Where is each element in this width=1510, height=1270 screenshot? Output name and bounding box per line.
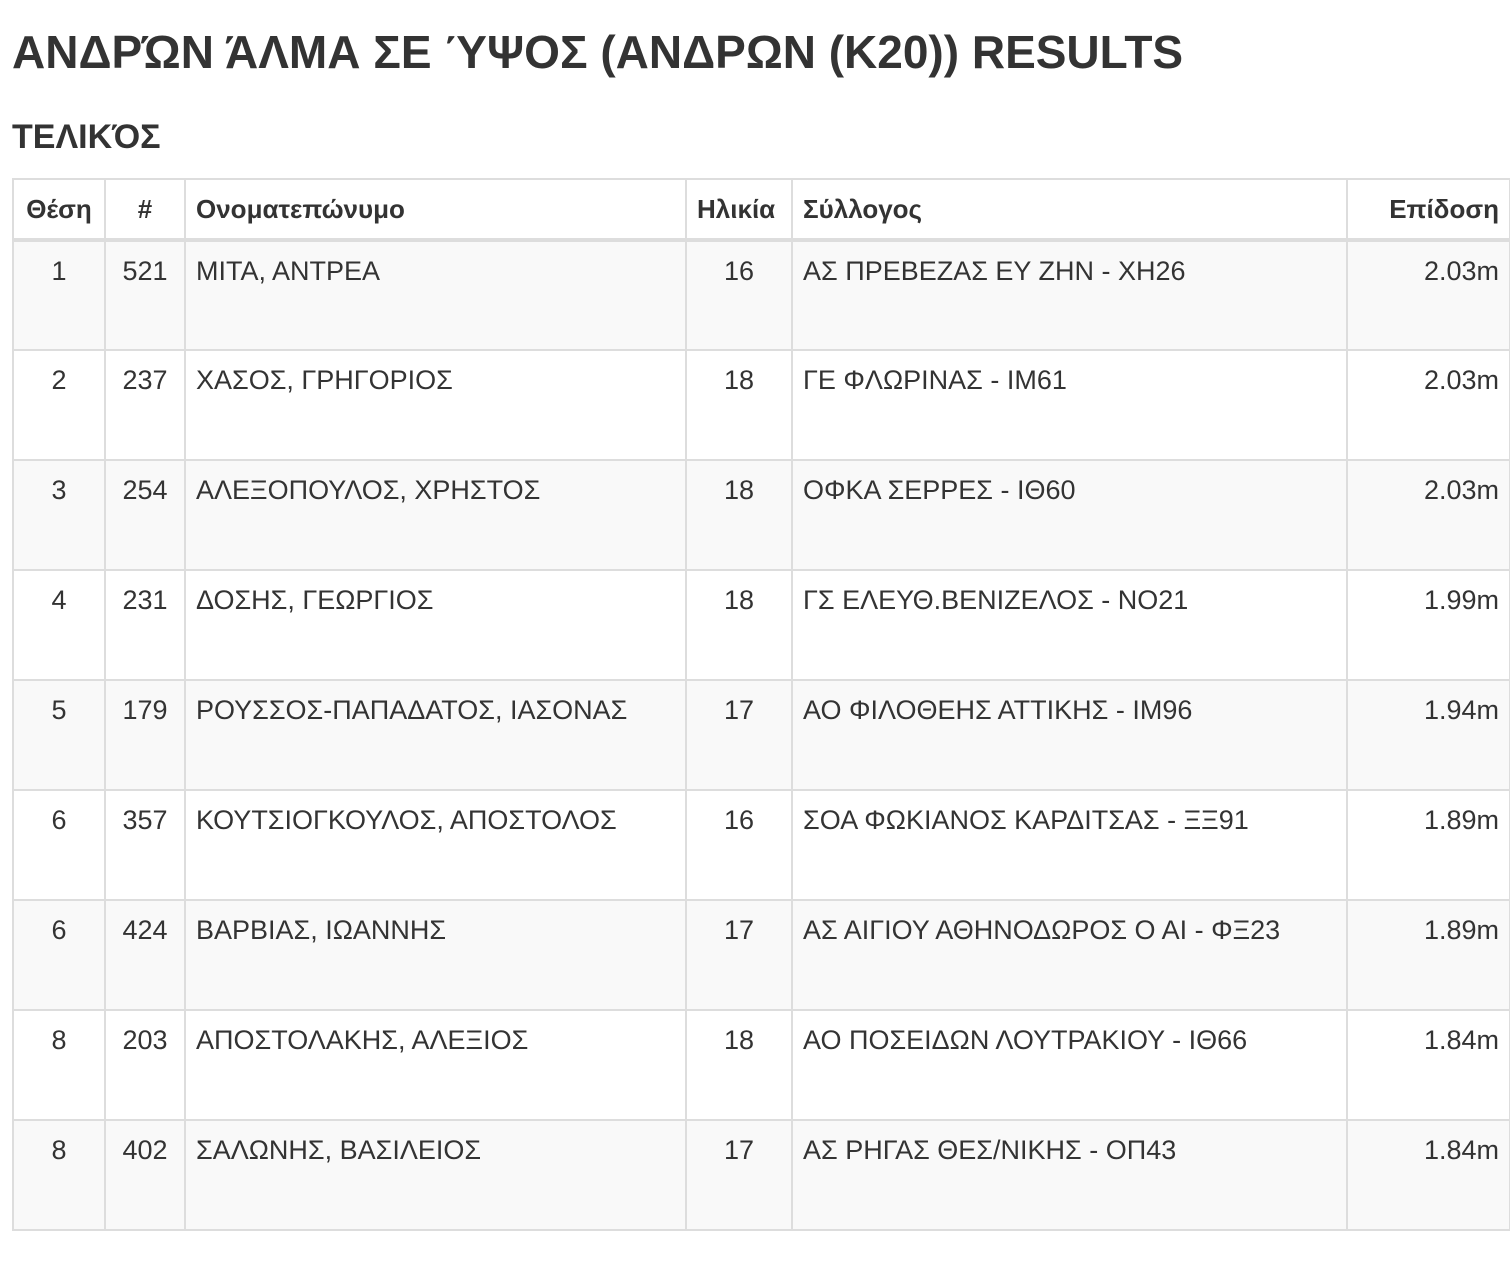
age-cell: 18 [685,349,793,461]
age-cell: 18 [685,1009,793,1121]
column-header: Ονοματεπώνυμο [184,178,687,242]
age-cell: 16 [685,789,793,901]
result-row: 8 402 ΣΑΛΩΝΗΣ, ΒΑΣΙΛΕΙΟΣ 17 ΑΣ ΡΗΓΑΣ ΘΕΣ/ΝΙΚ… [12,1119,1510,1231]
club-cell: ΑΟ ΦΙΛΟΘΕΗΣ ΑΤΤΙΚΗΣ - ΙΜ96 [791,679,1348,791]
column-header: Σύλλογος [791,178,1348,242]
bib-cell: 521 [104,239,186,351]
column-header: Ηλικία [685,178,793,242]
age-cell: 17 [685,679,793,791]
position-cell: 1 [12,239,106,351]
position-cell: 8 [12,1009,106,1121]
bib-cell: 254 [104,459,186,571]
performance-cell: 1.94m [1346,679,1510,791]
result-row: 5 179 ΡΟΥΣΣΟΣ-ΠΑΠΑΔΑΤΟΣ, ΙΑΣΟΝΑΣ 17 ΑΟ ΦΙΛΟΘ… [12,679,1510,791]
table-body: 1 521 ΜΙΤΑ, ΑΝΤΡΕΑ 16 ΑΣ ΠΡΕΒΕΖΑΣ ΕΥ ΖΗΝ - Χ… [12,239,1510,1231]
performance-cell: 1.84m [1346,1119,1510,1231]
club-cell: ΑΟ ΠΟΣΕΙΔΩΝ ΛΟΥΤΡΑΚΙΟΥ - ΙΘ66 [791,1009,1348,1121]
column-header: Επίδοση [1346,178,1510,242]
athlete-name-cell: ΣΑΛΩΝΗΣ, ΒΑΣΙΛΕΙΟΣ [184,1119,687,1231]
club-cell: ΑΣ ΡΗΓΑΣ ΘΕΣ/ΝΙΚΗΣ - ΟΠ43 [791,1119,1348,1231]
section-title: ΤΕΛΙΚΌΣ [12,118,161,156]
bib-cell: 203 [104,1009,186,1121]
table-head: Θέση # Ονοματεπώνυμο Ηλικία Σύλλογος Επίδοση [12,178,1510,242]
performance-cell: 1.89m [1346,899,1510,1011]
club-cell: ΓΕ ΦΛΩΡΙΝΑΣ - ΙΜ61 [791,349,1348,461]
club-cell: ΟΦΚΑ ΣΕΡΡΕΣ - ΙΘ60 [791,459,1348,571]
result-row: 2 237 ΧΑΣΟΣ, ΓΡΗΓΟΡΙΟΣ 18 ΓΕ ΦΛΩΡΙΝΑΣ - ΙΜ61… [12,349,1510,461]
bib-cell: 402 [104,1119,186,1231]
position-cell: 4 [12,569,106,681]
bib-cell: 231 [104,569,186,681]
bib-cell: 179 [104,679,186,791]
bib-cell: 357 [104,789,186,901]
position-cell: 2 [12,349,106,461]
bib-cell: 424 [104,899,186,1011]
club-cell: ΑΣ ΑΙΓΙΟΥ ΑΘΗΝΟΔΩΡΟΣ Ο ΑΙ - ΦΞ23 [791,899,1348,1011]
age-cell: 17 [685,1119,793,1231]
performance-cell: 2.03m [1346,349,1510,461]
header-row: Θέση # Ονοματεπώνυμο Ηλικία Σύλλογος Επίδοση [12,178,1510,242]
athlete-name-cell: ΡΟΥΣΣΟΣ-ΠΑΠΑΔΑΤΟΣ, ΙΑΣΟΝΑΣ [184,679,687,791]
age-cell: 16 [685,239,793,351]
athlete-name-cell: ΑΠΟΣΤΟΛΑΚΗΣ, ΑΛΕΞΙΟΣ [184,1009,687,1121]
result-row: 1 521 ΜΙΤΑ, ΑΝΤΡΕΑ 16 ΑΣ ΠΡΕΒΕΖΑΣ ΕΥ ΖΗΝ - Χ… [12,239,1510,351]
result-row: 6 357 ΚΟΥΤΣΙΟΓΚΟΥΛΟΣ, ΑΠΟΣΤΟΛΟΣ 16 ΣΟΑ ΦΩΚΙΑ… [12,789,1510,901]
club-cell: ΓΣ ΕΛΕΥΘ.ΒΕΝΙΖΕΛΟΣ - ΝΟ21 [791,569,1348,681]
athlete-name-cell: ΚΟΥΤΣΙΟΓΚΟΥΛΟΣ, ΑΠΟΣΤΟΛΟΣ [184,789,687,901]
position-cell: 6 [12,899,106,1011]
performance-cell: 1.84m [1346,1009,1510,1121]
bib-cell: 237 [104,349,186,461]
position-cell: 5 [12,679,106,791]
age-cell: 17 [685,899,793,1011]
athlete-name-cell: ΒΑΡΒΙΑΣ, ΙΩΑΝΝΗΣ [184,899,687,1011]
page-title: ΑΝΔΡΏΝ ΆΛΜΑ ΣΕ ΎΨΟΣ (ΑΝΔΡΩΝ (Κ20)) RESUL… [12,26,1184,78]
performance-cell: 2.03m [1346,239,1510,351]
athlete-name-cell: ΜΙΤΑ, ΑΝΤΡΕΑ [184,239,687,351]
result-row: 6 424 ΒΑΡΒΙΑΣ, ΙΩΑΝΝΗΣ 17 ΑΣ ΑΙΓΙΟΥ ΑΘΗΝΟΔΩΡ… [12,899,1510,1011]
performance-cell: 1.89m [1346,789,1510,901]
result-row: 4 231 ΔΟΣΗΣ, ΓΕΩΡΓΙΟΣ 18 ΓΣ ΕΛΕΥΘ.ΒΕΝΙΖΕΛΟΣ … [12,569,1510,681]
position-cell: 3 [12,459,106,571]
position-cell: 6 [12,789,106,901]
performance-cell: 1.99m [1346,569,1510,681]
result-row: 8 203 ΑΠΟΣΤΟΛΑΚΗΣ, ΑΛΕΞΙΟΣ 18 ΑΟ ΠΟΣΕΙΔΩΝ ΛΟ… [12,1009,1510,1121]
athlete-name-cell: ΔΟΣΗΣ, ΓΕΩΡΓΙΟΣ [184,569,687,681]
position-cell: 8 [12,1119,106,1231]
column-header: # [104,178,186,242]
age-cell: 18 [685,569,793,681]
athlete-name-cell: ΧΑΣΟΣ, ΓΡΗΓΟΡΙΟΣ [184,349,687,461]
club-cell: ΣΟΑ ΦΩΚΙΑΝΟΣ ΚΑΡΔΙΤΣΑΣ - ΞΞ91 [791,789,1348,901]
results-table: Θέση # Ονοματεπώνυμο Ηλικία Σύλλογος Επίδοση … [12,178,1510,1231]
athlete-name-cell: ΑΛΕΞΟΠΟΥΛΟΣ, ΧΡΗΣΤΟΣ [184,459,687,571]
column-header: Θέση [12,178,106,242]
result-row: 3 254 ΑΛΕΞΟΠΟΥΛΟΣ, ΧΡΗΣΤΟΣ 18 ΟΦΚΑ ΣΕΡΡΕΣ - … [12,459,1510,571]
age-cell: 18 [685,459,793,571]
club-cell: ΑΣ ΠΡΕΒΕΖΑΣ ΕΥ ΖΗΝ - ΧΗ26 [791,239,1348,351]
performance-cell: 2.03m [1346,459,1510,571]
